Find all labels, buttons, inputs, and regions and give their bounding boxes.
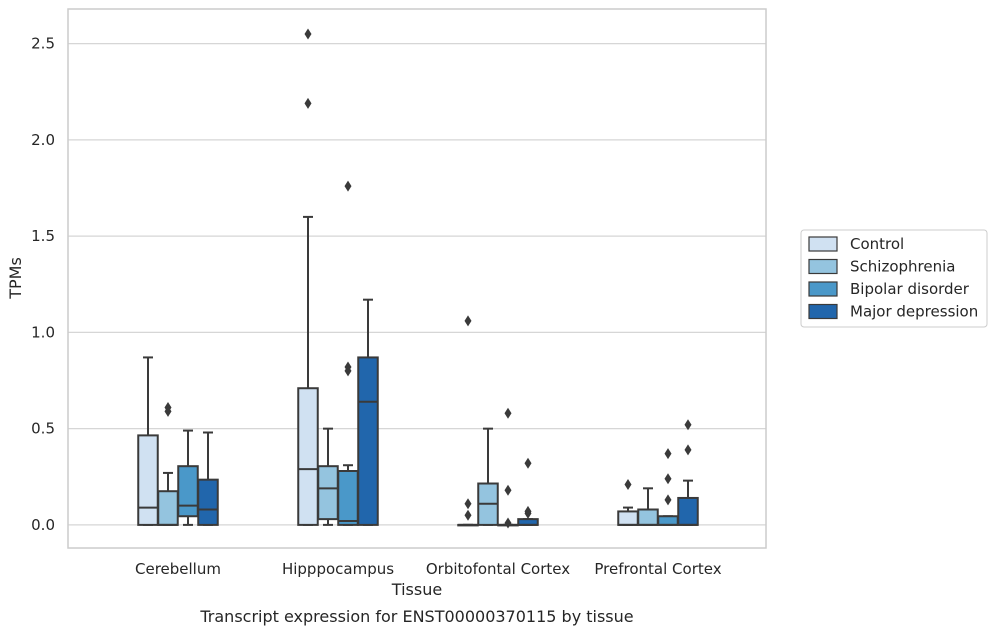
legend-label: Bipolar disorder bbox=[850, 280, 970, 298]
box-group bbox=[297, 28, 319, 526]
x-tick-label: Cerebellum bbox=[135, 560, 221, 578]
box-group bbox=[357, 298, 379, 526]
box-group bbox=[197, 431, 219, 526]
outlier-point bbox=[464, 315, 472, 327]
box-group bbox=[337, 180, 359, 526]
y-tick-label: 0.0 bbox=[31, 516, 55, 534]
box-iqr bbox=[197, 478, 219, 526]
box-group bbox=[137, 356, 159, 526]
box-iqr bbox=[637, 508, 659, 526]
box-group bbox=[157, 401, 179, 526]
y-tick-label: 0.5 bbox=[31, 420, 55, 438]
box-series bbox=[137, 28, 699, 529]
outlier-point bbox=[304, 28, 312, 40]
box-group bbox=[617, 478, 639, 526]
legend-swatch bbox=[808, 303, 838, 320]
x-tick-label: Prefrontal Cortex bbox=[594, 560, 721, 578]
legend-label: Major depression bbox=[850, 303, 978, 321]
box-iqr bbox=[177, 465, 199, 518]
box-group bbox=[457, 315, 479, 527]
outlier-point bbox=[684, 444, 692, 456]
outlier-point bbox=[664, 494, 672, 506]
box-group bbox=[677, 419, 699, 526]
outlier-point bbox=[504, 407, 512, 419]
box-iqr bbox=[317, 465, 339, 521]
box-iqr bbox=[137, 434, 159, 526]
x-tick-labels: Cerebellum Hipppocampus Orbitofontal Corte… bbox=[135, 560, 722, 578]
legend-swatch bbox=[808, 258, 838, 275]
box-iqr bbox=[157, 490, 179, 526]
legend: Control Schizophrenia Bipolar disorder Majo… bbox=[800, 229, 988, 328]
outlier-point bbox=[664, 473, 672, 485]
outlier-point bbox=[464, 509, 472, 521]
legend-label: Control bbox=[850, 235, 904, 253]
x-tick-label: Hipppocampus bbox=[282, 560, 394, 578]
legend-label: Schizophrenia bbox=[850, 258, 955, 276]
x-axis-label: Tissue bbox=[391, 580, 442, 599]
legend-swatch bbox=[808, 236, 838, 252]
legend-item: Bipolar disorder bbox=[808, 280, 970, 298]
plot-frame bbox=[67, 8, 767, 549]
box-group bbox=[517, 457, 539, 526]
outlier-point bbox=[304, 97, 312, 109]
series-control bbox=[137, 28, 639, 527]
outlier-point bbox=[684, 419, 692, 431]
box-iqr bbox=[337, 470, 359, 526]
legend-item: Control bbox=[808, 235, 904, 253]
y-tick-label: 2.0 bbox=[31, 131, 55, 149]
x-tick-label: Orbitofontal Cortex bbox=[426, 560, 570, 578]
series-major-depression bbox=[197, 298, 699, 526]
outlier-point bbox=[344, 361, 352, 373]
legend-items: Control Schizophrenia Bipolar disorder Majo… bbox=[808, 235, 978, 321]
outlier-point bbox=[504, 517, 512, 529]
outlier-point bbox=[164, 401, 172, 413]
box-group bbox=[177, 429, 199, 526]
legend-item: Schizophrenia bbox=[808, 258, 955, 276]
outlier-point bbox=[504, 484, 512, 496]
box-iqr bbox=[657, 515, 679, 526]
y-tick-label: 1.0 bbox=[31, 323, 55, 341]
chart-caption: Transcript expression for ENST0000037011… bbox=[199, 607, 633, 626]
legend-item: Major depression bbox=[808, 303, 978, 321]
outlier-point bbox=[524, 457, 532, 469]
box-iqr bbox=[357, 356, 379, 526]
y-tick-label: 2.5 bbox=[31, 35, 55, 53]
box-iqr bbox=[677, 496, 699, 526]
series-bipolar-disorder bbox=[177, 180, 679, 529]
outlier-point bbox=[524, 505, 532, 517]
box-iqr bbox=[297, 387, 319, 526]
box-group bbox=[477, 427, 499, 526]
outlier-point bbox=[344, 180, 352, 192]
outlier-point bbox=[624, 478, 632, 490]
y-axis-label: TPMs bbox=[6, 257, 25, 300]
outlier-point bbox=[464, 498, 472, 510]
y-tick-labels: 0.0 0.5 1.0 1.5 2.0 2.5 bbox=[31, 35, 55, 534]
y-tick-label: 1.5 bbox=[31, 227, 55, 245]
outlier-point bbox=[664, 448, 672, 460]
legend-swatch bbox=[808, 281, 838, 297]
box-iqr bbox=[617, 510, 639, 526]
legend-frame bbox=[800, 229, 988, 328]
